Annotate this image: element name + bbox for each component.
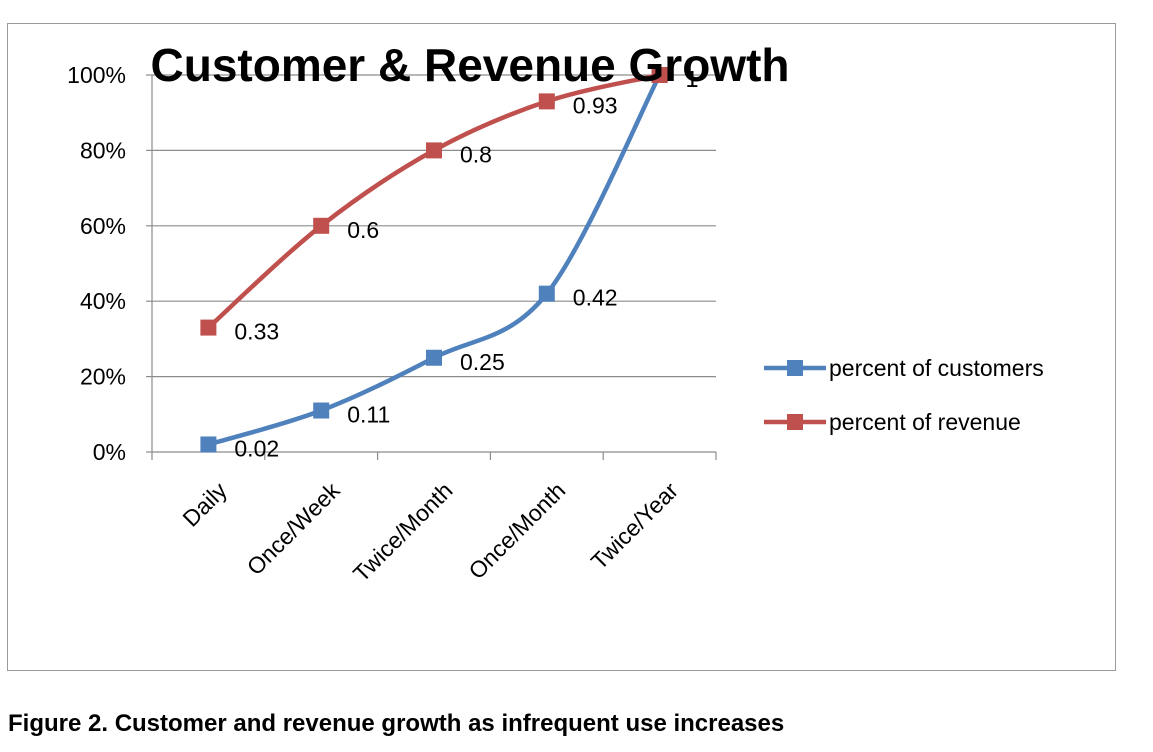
y-tick-label: 100% (67, 62, 126, 88)
data-point-marker (538, 93, 555, 110)
legend-marker (787, 414, 803, 430)
x-tick-label: Once/Week (242, 477, 345, 580)
legend: percent of customers percent of revenue (764, 355, 1044, 435)
data-label: 0.25 (460, 349, 505, 375)
x-tick-label: Once/Month (463, 477, 570, 584)
data-point-marker (200, 436, 217, 453)
data-label: 0.8 (460, 141, 492, 167)
legend-label: percent of customers (829, 355, 1044, 381)
data-label: 0.33 (234, 319, 279, 345)
line-chart: 0% 20% 40% 60% 80% 100% Daily Once/Week Twice/Mo… (67, 39, 1044, 587)
y-tick-label: 20% (80, 364, 126, 390)
data-point-marker (313, 217, 330, 234)
data-label: 1 (686, 66, 699, 92)
chart-frame (7, 23, 1116, 671)
data-point-marker (538, 285, 555, 302)
data-point-marker (426, 142, 442, 159)
y-tick-label: 60% (80, 213, 126, 239)
data-label: 0.6 (347, 217, 379, 243)
data-point-marker (313, 402, 330, 419)
y-tick-label: 0% (93, 439, 126, 465)
x-tick-label: Daily (177, 477, 232, 532)
gridlines (152, 74, 716, 378)
data-label: 1 (686, 66, 699, 92)
figure-caption: Figure 2. Customer and revenue growth as… (8, 710, 785, 737)
x-tick-label: Twice/Month (348, 477, 458, 587)
y-tick-label: 80% (80, 137, 126, 163)
data-label: 0.93 (573, 92, 618, 118)
legend-label: percent of revenue (829, 409, 1021, 435)
axes: 0% 20% 40% 60% 80% 100% Daily Once/Week Twice/Mo… (67, 62, 717, 587)
data-point-marker (651, 67, 668, 83)
data-point-marker (426, 349, 442, 366)
y-tick-label: 40% (80, 288, 126, 314)
x-tick-label: Twice/Year (586, 477, 684, 575)
data-label: 0.42 (573, 285, 618, 311)
series-line (207, 73, 662, 447)
chart-title: Customer & Revenue Growth (151, 39, 790, 91)
data-label: 0.02 (234, 435, 279, 461)
series-lines (200, 67, 668, 453)
data-label: 0.11 (347, 402, 390, 428)
data-point-marker (200, 319, 217, 336)
legend-marker (787, 360, 803, 376)
